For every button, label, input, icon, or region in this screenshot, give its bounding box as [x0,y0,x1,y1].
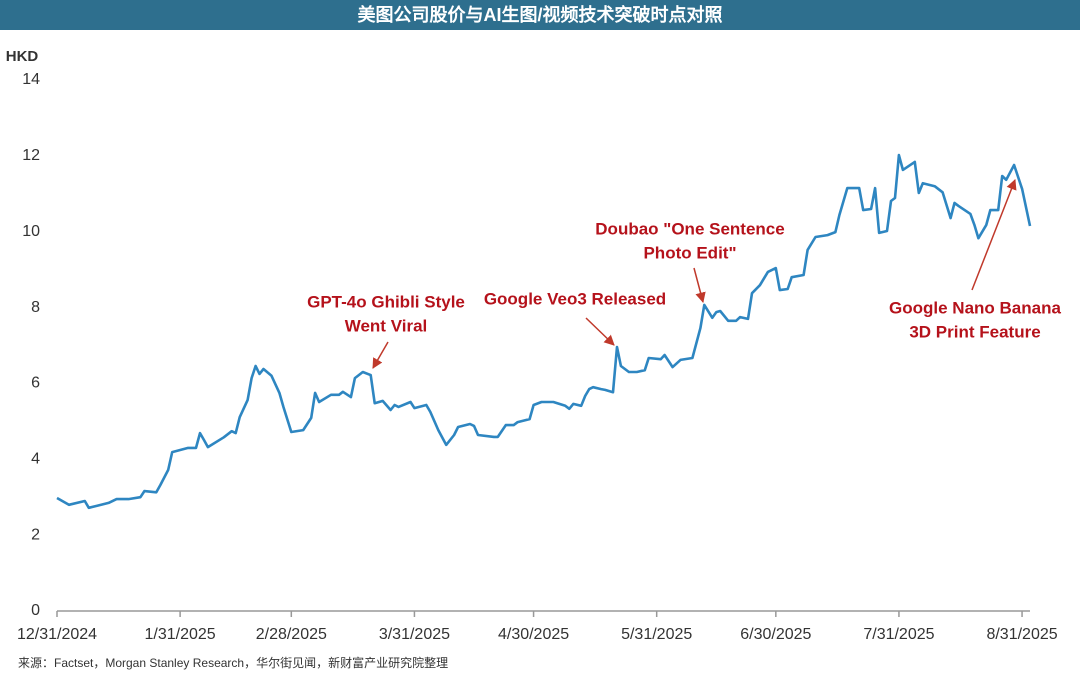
x-tick-label: 5/31/2025 [621,626,692,643]
y-tick-label: 0 [31,602,40,619]
annotation-arrow [971,179,1017,291]
y-tick-label: 8 [31,299,40,316]
x-tick-label: 2/28/2025 [256,626,327,643]
annotation-arrow [372,341,389,369]
x-tick-label: 8/31/2025 [986,626,1057,643]
annotation: Google Nano Banana [889,298,1061,317]
x-tick-label: 7/31/2025 [863,626,934,643]
annotation: Google Veo3 Released [484,289,666,308]
x-tick-label: 1/31/2025 [145,626,216,643]
source: 来源：Factset，Morgan Stanley Research，华尔街见闻… [18,655,448,670]
annotation-arrow [693,267,706,304]
y-tick-label: 6 [31,375,40,392]
annotation: Photo Edit" [643,243,736,262]
title-bar [0,0,1080,30]
x-tick-label: 12/31/2024 [17,626,97,643]
annotation-arrow [585,317,615,346]
annotation: GPT-4o Ghibli Style [307,292,465,311]
y-tick-label: 4 [31,451,40,468]
annotation: Went Viral [345,316,428,335]
x-tick-label: 3/31/2025 [379,626,450,643]
chart-title: 美图公司股价与AI生图/视频技术突破时点对照 [358,4,723,25]
annotation: Doubao "One Sentence [595,219,784,238]
y-tick-label: 12 [22,147,40,164]
x-tick-label: 6/30/2025 [740,626,811,643]
annotation: 3D Print Feature [909,322,1040,341]
x-tick-label: 4/30/2025 [498,626,569,643]
y-axis-label: HKD [6,48,39,65]
price-line [56,153,1032,510]
y-tick-label: 14 [22,71,40,88]
y-tick-label: 10 [22,223,40,240]
y-tick-label: 2 [31,526,40,543]
